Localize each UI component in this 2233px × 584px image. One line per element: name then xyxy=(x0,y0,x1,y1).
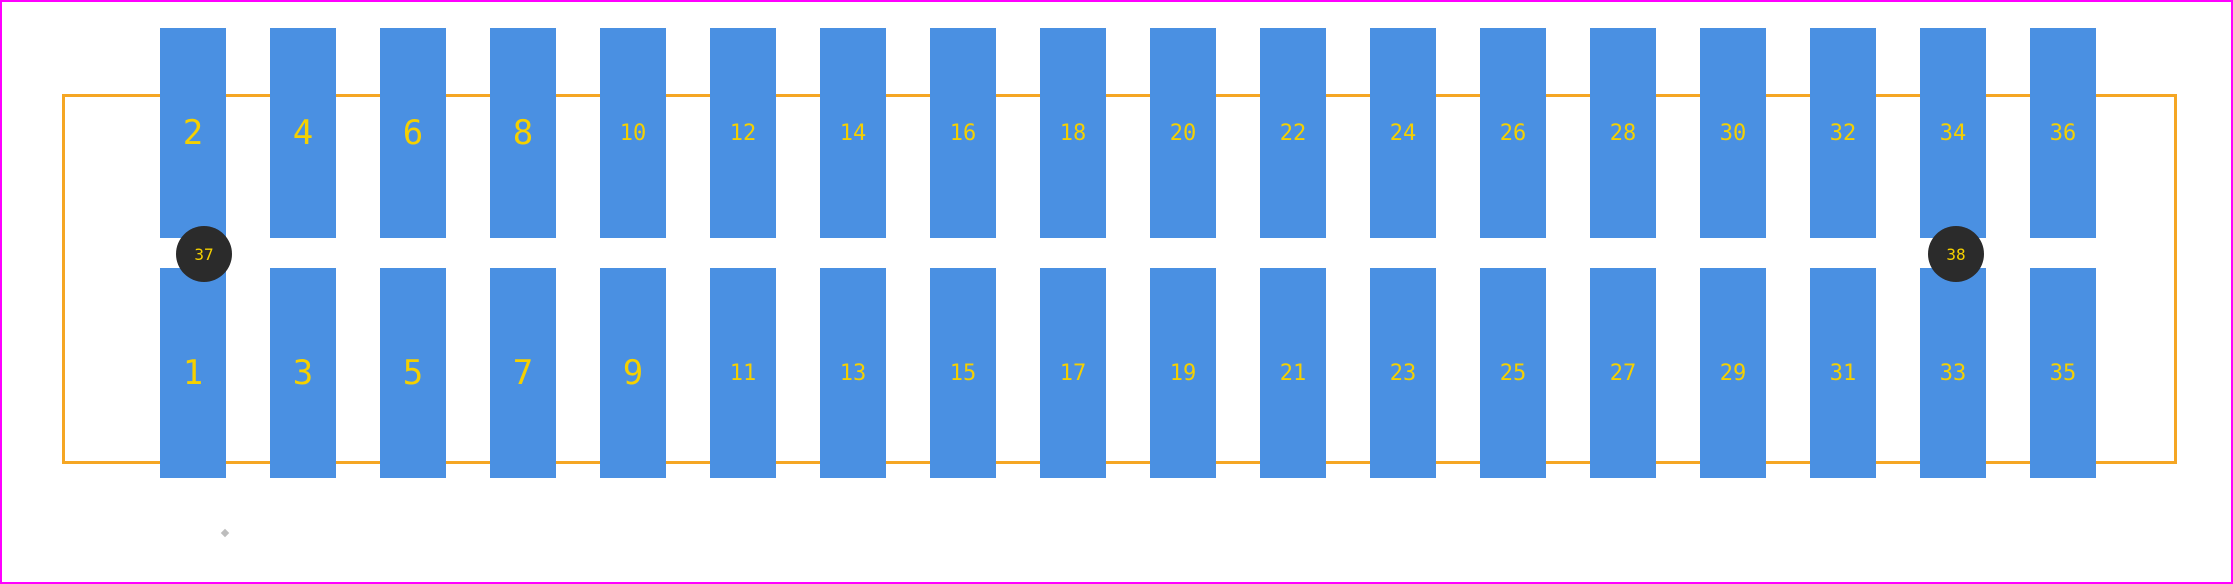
pad-label: 32 xyxy=(1830,121,1857,146)
pad-3: 3 xyxy=(270,268,336,478)
pad-24: 24 xyxy=(1370,28,1436,238)
pad-30: 30 xyxy=(1700,28,1766,238)
pad-label: 17 xyxy=(1060,361,1087,386)
pad-label: 6 xyxy=(403,113,423,153)
pad-label: 15 xyxy=(950,361,977,386)
pad-26: 26 xyxy=(1480,28,1546,238)
pad-27: 27 xyxy=(1590,268,1656,478)
pad-20: 20 xyxy=(1150,28,1216,238)
pad-11: 11 xyxy=(710,268,776,478)
pad-label: 31 xyxy=(1830,361,1857,386)
pad-label: 28 xyxy=(1610,121,1637,146)
pad-label: 12 xyxy=(730,121,757,146)
pad-label: 2 xyxy=(183,113,203,153)
pad-label: 10 xyxy=(620,121,647,146)
pad-label: 24 xyxy=(1390,121,1417,146)
pad-label: 37 xyxy=(194,245,213,264)
pad-16: 16 xyxy=(930,28,996,238)
pad-23: 23 xyxy=(1370,268,1436,478)
pad-label: 16 xyxy=(950,121,977,146)
pad-4: 4 xyxy=(270,28,336,238)
pad-label: 36 xyxy=(2050,121,2077,146)
pad-15: 15 xyxy=(930,268,996,478)
pad-label: 3 xyxy=(293,353,313,393)
pad-label: 18 xyxy=(1060,121,1087,146)
pad-17: 17 xyxy=(1040,268,1106,478)
pad-13: 13 xyxy=(820,268,886,478)
pad-label: 22 xyxy=(1280,121,1307,146)
pad-35: 35 xyxy=(2030,268,2096,478)
pad-22: 22 xyxy=(1260,28,1326,238)
pad-label: 21 xyxy=(1280,361,1307,386)
pad-5: 5 xyxy=(380,268,446,478)
pad-label: 13 xyxy=(840,361,867,386)
pad-25: 25 xyxy=(1480,268,1546,478)
pad-label: 23 xyxy=(1390,361,1417,386)
pad-6: 6 xyxy=(380,28,446,238)
pad-label: 27 xyxy=(1610,361,1637,386)
pad-10: 10 xyxy=(600,28,666,238)
pad-33: 33 xyxy=(1920,268,1986,478)
pad-label: 29 xyxy=(1720,361,1747,386)
pad-label: 1 xyxy=(183,353,203,393)
pad-label: 35 xyxy=(2050,361,2077,386)
pad-label: 25 xyxy=(1500,361,1527,386)
pad-2: 2 xyxy=(160,28,226,238)
pad-label: 33 xyxy=(1940,361,1967,386)
pad-label: 11 xyxy=(730,361,757,386)
pad-label: 14 xyxy=(840,121,867,146)
pad-18: 18 xyxy=(1040,28,1106,238)
pad-19: 19 xyxy=(1150,268,1216,478)
pad-label: 34 xyxy=(1940,121,1967,146)
pad-label: 9 xyxy=(623,353,643,393)
pad-label: 19 xyxy=(1170,361,1197,386)
pad-12: 12 xyxy=(710,28,776,238)
pad-38: 38 xyxy=(1928,226,1984,282)
pad-31: 31 xyxy=(1810,268,1876,478)
pad-label: 8 xyxy=(513,113,533,153)
origin-marker xyxy=(221,529,229,537)
pad-9: 9 xyxy=(600,268,666,478)
pad-14: 14 xyxy=(820,28,886,238)
pad-label: 7 xyxy=(513,353,533,393)
pad-37: 37 xyxy=(176,226,232,282)
pad-29: 29 xyxy=(1700,268,1766,478)
pad-28: 28 xyxy=(1590,28,1656,238)
pad-1: 1 xyxy=(160,268,226,478)
pad-36: 36 xyxy=(2030,28,2096,238)
pad-34: 34 xyxy=(1920,28,1986,238)
footprint-canvas: 2468101214161820222426283032343613579111… xyxy=(0,0,2233,584)
pad-label: 4 xyxy=(293,113,313,153)
pad-label: 30 xyxy=(1720,121,1747,146)
pad-32: 32 xyxy=(1810,28,1876,238)
pad-21: 21 xyxy=(1260,268,1326,478)
pad-label: 5 xyxy=(403,353,423,393)
pad-7: 7 xyxy=(490,268,556,478)
pad-8: 8 xyxy=(490,28,556,238)
pad-label: 26 xyxy=(1500,121,1527,146)
pad-label: 20 xyxy=(1170,121,1197,146)
pad-label: 38 xyxy=(1946,245,1965,264)
